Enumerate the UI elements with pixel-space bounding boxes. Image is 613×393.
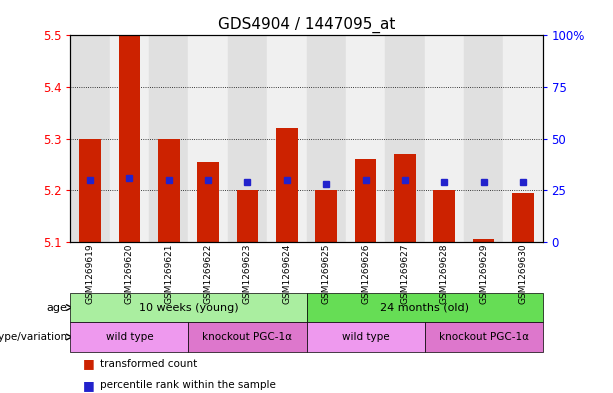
Text: 10 weeks (young): 10 weeks (young) [139, 303, 238, 312]
Text: GSM1269629: GSM1269629 [479, 244, 488, 304]
Text: GSM1269622: GSM1269622 [204, 244, 213, 304]
Bar [237, 190, 258, 242]
Text: GSM1269624: GSM1269624 [283, 244, 291, 304]
Title: GDS4904 / 1447095_at: GDS4904 / 1447095_at [218, 17, 395, 33]
Text: GSM1269627: GSM1269627 [400, 244, 409, 304]
Bar [189, 35, 228, 242]
Text: transformed count: transformed count [100, 358, 197, 369]
Bar [424, 35, 464, 242]
Bar [503, 35, 543, 242]
Text: percentile rank within the sample: percentile rank within the sample [100, 380, 276, 390]
Bar [394, 154, 416, 242]
Bar [228, 35, 267, 242]
Text: wild type: wild type [341, 332, 389, 342]
Bar [346, 35, 385, 242]
Bar [197, 162, 219, 242]
Bar [158, 139, 180, 242]
Bar [473, 239, 494, 242]
Bar [355, 159, 376, 242]
Text: genotype/variation: genotype/variation [0, 332, 67, 342]
Bar [512, 193, 534, 242]
Text: ■: ■ [83, 378, 94, 392]
Text: GSM1269628: GSM1269628 [440, 244, 449, 304]
Text: ■: ■ [83, 357, 94, 370]
Bar [267, 35, 306, 242]
Text: knockout PGC-1α: knockout PGC-1α [438, 332, 528, 342]
Text: knockout PGC-1α: knockout PGC-1α [202, 332, 292, 342]
Bar [79, 139, 101, 242]
Text: GSM1269620: GSM1269620 [125, 244, 134, 304]
Text: 24 months (old): 24 months (old) [380, 303, 469, 312]
Bar [119, 35, 140, 242]
Bar [149, 35, 189, 242]
Bar [315, 190, 337, 242]
Bar [110, 35, 149, 242]
Text: GSM1269625: GSM1269625 [322, 244, 330, 304]
Text: GSM1269626: GSM1269626 [361, 244, 370, 304]
Bar [464, 35, 503, 242]
Text: GSM1269630: GSM1269630 [519, 244, 527, 304]
Bar [276, 128, 298, 242]
Bar [433, 190, 455, 242]
Text: wild type: wild type [105, 332, 153, 342]
Bar [70, 35, 110, 242]
Text: GSM1269619: GSM1269619 [86, 244, 94, 304]
Text: GSM1269623: GSM1269623 [243, 244, 252, 304]
Bar [385, 35, 424, 242]
Bar [306, 35, 346, 242]
Text: GSM1269621: GSM1269621 [164, 244, 173, 304]
Text: age: age [47, 303, 67, 312]
